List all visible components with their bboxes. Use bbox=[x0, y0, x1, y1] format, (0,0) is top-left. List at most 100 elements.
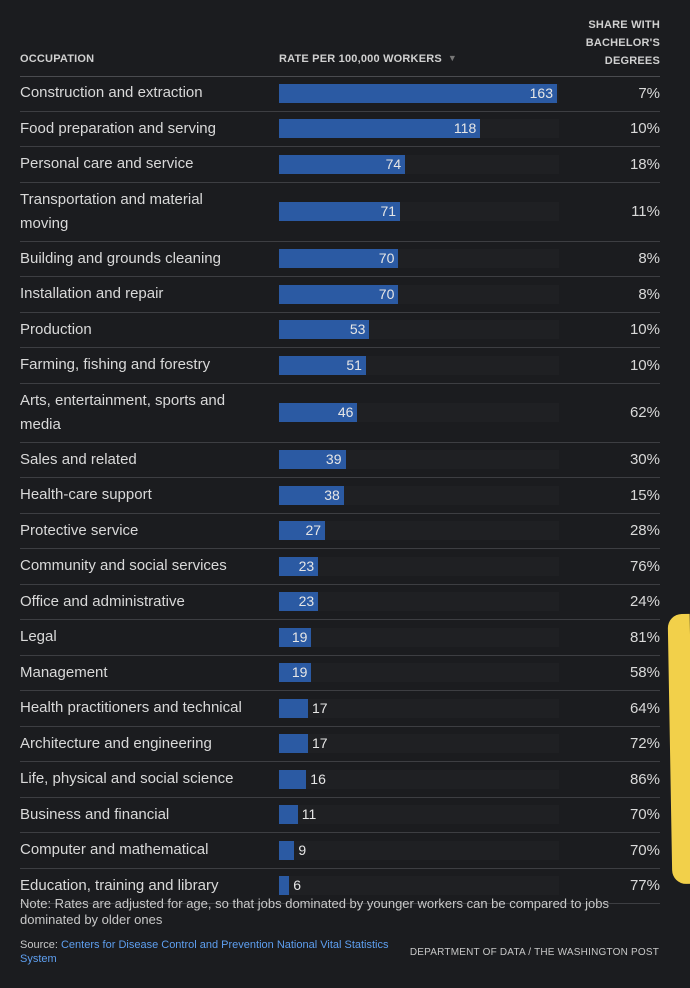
share-cell: 72% bbox=[629, 735, 660, 753]
source-link[interactable]: Centers for Disease Control and Preventi… bbox=[20, 939, 389, 965]
rate-value-label: 70 bbox=[378, 285, 395, 302]
share-cell: 8% bbox=[638, 250, 660, 268]
share-cell: 81% bbox=[629, 628, 660, 646]
occupation-cell: Management bbox=[20, 663, 108, 681]
rate-value-label: 71 bbox=[380, 203, 397, 219]
occupation-cell: Life, physical and social science bbox=[20, 770, 234, 788]
occupation-cell: Computer and mathematical bbox=[20, 841, 209, 859]
rate-bar bbox=[279, 592, 319, 612]
rate-bar bbox=[279, 521, 326, 541]
bar-track bbox=[279, 876, 559, 896]
table-header: OCCUPATION RATE PER 100,000 WORKERS ▼ SHA… bbox=[20, 0, 660, 77]
bar-track bbox=[279, 769, 559, 789]
footnote: Note: Rates are adjusted for age, so tha… bbox=[20, 896, 609, 927]
rate-value-label: 11 bbox=[301, 806, 317, 823]
bar-track bbox=[279, 805, 559, 825]
table-row: Personal care and service 74 18% bbox=[20, 147, 660, 183]
share-cell: 18% bbox=[629, 155, 660, 173]
occupation-cell: Community and social services bbox=[20, 557, 227, 575]
occupation-cell: Installation and repair bbox=[20, 285, 164, 303]
rate-bar bbox=[279, 876, 290, 896]
rate-value-label: 53 bbox=[349, 321, 366, 338]
header-occupation[interactable]: OCCUPATION bbox=[20, 53, 95, 65]
rate-value-label: 51 bbox=[346, 356, 362, 373]
rate-value-label: 17 bbox=[311, 699, 328, 716]
rate-bar bbox=[279, 154, 406, 174]
share-cell: 30% bbox=[629, 451, 660, 469]
occupation-cell: Food preparation and serving bbox=[20, 119, 216, 137]
occupation-cell: Building and grounds cleaning bbox=[20, 249, 221, 267]
table-row: Farming, fishing and forestry 51 10% bbox=[20, 348, 660, 384]
rate-bar bbox=[279, 698, 308, 718]
sort-descending-icon[interactable]: ▼ bbox=[447, 53, 458, 63]
bar-track bbox=[279, 698, 559, 718]
rate-value-label: 27 bbox=[305, 522, 322, 539]
header-rate[interactable]: RATE PER 100,000 WORKERS ▼ bbox=[279, 53, 457, 65]
occupation-cell: Sales and related bbox=[20, 450, 137, 468]
occupation-cell: Architecture and engineering bbox=[20, 734, 212, 752]
rate-value-label: 23 bbox=[298, 557, 315, 574]
table-row: Architecture and engineering 17 72% bbox=[20, 727, 660, 762]
table-row: Management 19 58% bbox=[20, 656, 660, 691]
rate-bar bbox=[279, 805, 298, 825]
header-share-bachelors[interactable]: SHARE WITH BACHELOR'S DEGREES bbox=[540, 16, 660, 70]
header-share-line3: DEGREES bbox=[604, 55, 660, 67]
rate-value-label: 163 bbox=[529, 84, 553, 101]
share-cell: 10% bbox=[629, 120, 660, 138]
bar-track bbox=[279, 734, 559, 754]
bar-track bbox=[279, 521, 559, 541]
table-row: Building and grounds cleaning 70 8% bbox=[20, 242, 660, 277]
share-cell: 10% bbox=[629, 321, 660, 339]
rate-value-label: 70 bbox=[378, 250, 395, 267]
rate-bar bbox=[279, 450, 346, 470]
rate-bar bbox=[279, 284, 399, 304]
rate-value-label: 19 bbox=[291, 628, 308, 645]
table-row: Health-care support 38 15% bbox=[20, 478, 660, 514]
share-cell: 11% bbox=[631, 203, 660, 220]
table-row: Installation and repair 70 8% bbox=[20, 277, 660, 313]
rate-bar bbox=[279, 119, 481, 139]
rate-value-label: 118 bbox=[453, 120, 477, 137]
share-cell: 64% bbox=[629, 699, 660, 717]
bar-track bbox=[279, 485, 559, 505]
occupation-cell: Health practitioners and technical bbox=[20, 699, 242, 717]
share-cell: 58% bbox=[629, 664, 660, 682]
occupation-cell: Personal care and service bbox=[20, 155, 194, 173]
source-line: Source: Centers for Disease Control and … bbox=[20, 938, 420, 966]
rate-value-label: 16 bbox=[310, 770, 326, 787]
rate-value-label: 38 bbox=[324, 486, 340, 503]
table-row: Legal 19 81% bbox=[20, 620, 660, 656]
share-cell: 8% bbox=[638, 285, 660, 303]
highlighter-mark bbox=[667, 613, 690, 885]
table-row: Business and financial 11 70% bbox=[20, 798, 660, 833]
header-rate-label: RATE PER 100,000 WORKERS bbox=[279, 53, 442, 65]
rate-value-label: 39 bbox=[325, 451, 342, 468]
table-body: Construction and extraction 163 7% Food pre… bbox=[20, 76, 660, 904]
source-label: Source: bbox=[20, 939, 58, 951]
table-row: Sales and related 39 30% bbox=[20, 443, 660, 478]
table-row: Community and social services 23 76% bbox=[20, 549, 660, 585]
table-row: Transportation and material moving 71 11% bbox=[20, 183, 660, 242]
bar-track bbox=[279, 592, 559, 612]
rate-bar bbox=[279, 769, 307, 789]
occupation-cell: Construction and extraction bbox=[20, 84, 203, 102]
occupation-cell: Business and financial bbox=[20, 805, 170, 823]
share-cell: 86% bbox=[629, 770, 660, 788]
table-row: Office and administrative 23 24% bbox=[20, 585, 660, 620]
header-share-line2: BACHELOR'S bbox=[585, 37, 660, 49]
table-row: Health practitioners and technical 17 64% bbox=[20, 691, 660, 727]
rate-bar bbox=[279, 249, 399, 269]
share-cell: 7% bbox=[638, 84, 660, 102]
table-row: Protective service 27 28% bbox=[20, 514, 660, 549]
rate-bar bbox=[279, 556, 319, 576]
rate-bar bbox=[279, 403, 358, 422]
rate-value-label: 23 bbox=[298, 593, 315, 610]
occupation-cell: Production bbox=[20, 320, 92, 338]
rate-value-label: 17 bbox=[311, 735, 328, 752]
table-row: Arts, entertainment, sports and media 46 6… bbox=[20, 384, 660, 443]
rate-bar bbox=[279, 627, 312, 647]
bar-track bbox=[279, 627, 559, 647]
rate-value-label: 46 bbox=[337, 404, 354, 420]
bar-track bbox=[279, 450, 559, 470]
rate-value-label: 9 bbox=[298, 841, 307, 858]
